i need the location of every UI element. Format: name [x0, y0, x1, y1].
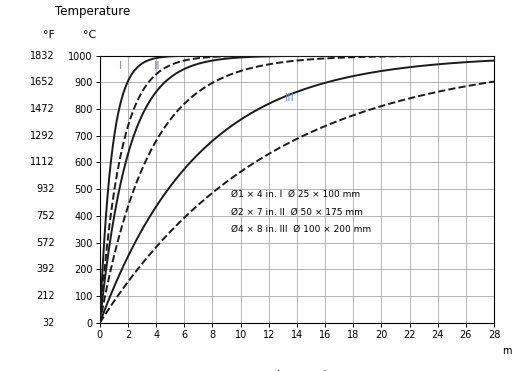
Text: Ø4 × 8 in. III  Ø 100 × 200 mm: Ø4 × 8 in. III Ø 100 × 200 mm [231, 225, 371, 234]
Text: 1472: 1472 [30, 104, 54, 114]
Text: 1292: 1292 [30, 131, 54, 141]
Text: 752: 752 [36, 211, 54, 221]
Text: 1652: 1652 [30, 78, 54, 87]
Text: Ø1 × 4 in. I  Ø 25 × 100 mm: Ø1 × 4 in. I Ø 25 × 100 mm [231, 190, 360, 199]
Text: Ø2 × 7 in. II  Ø 50 × 175 mm: Ø2 × 7 in. II Ø 50 × 175 mm [231, 207, 362, 216]
Text: min: min [503, 346, 512, 356]
Text: °F: °F [42, 30, 54, 40]
Text: Heating-up time: Heating-up time [249, 370, 345, 371]
Text: Temperature: Temperature [54, 5, 130, 18]
Text: 1112: 1112 [30, 158, 54, 167]
Text: 1832: 1832 [30, 51, 54, 60]
Text: 572: 572 [36, 238, 54, 247]
Text: 32: 32 [42, 318, 54, 328]
Text: 392: 392 [36, 265, 54, 274]
Text: II: II [154, 61, 161, 71]
Text: 212: 212 [36, 291, 54, 301]
Text: III: III [285, 93, 295, 104]
Text: I: I [119, 61, 122, 71]
Text: 932: 932 [36, 184, 54, 194]
Text: °C: °C [82, 30, 96, 40]
